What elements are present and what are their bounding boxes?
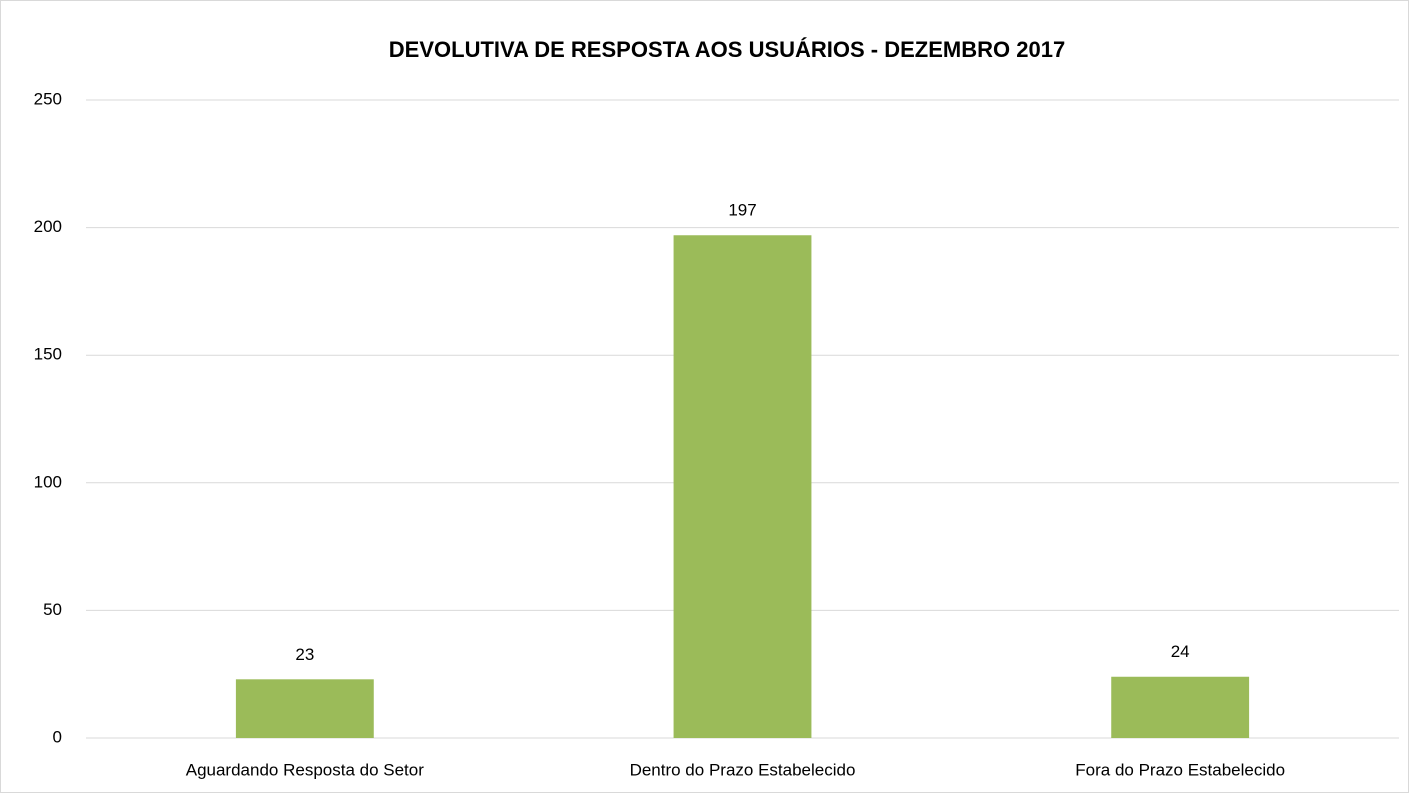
y-tick-label: 250 [34,89,62,108]
bar [673,235,812,739]
y-tick-label: 0 [53,727,62,746]
y-tick-label: 200 [34,217,62,236]
data-label: 23 [295,645,314,664]
bar [1111,676,1250,738]
data-label: 24 [1171,642,1190,661]
chart-title: DEVOLUTIVA DE RESPOSTA AOS USUÁRIOS - DE… [389,37,1065,62]
y-tick-label: 100 [34,472,62,491]
y-tick-label: 50 [43,600,62,619]
data-label: 197 [728,201,756,220]
x-tick-label: Aguardando Resposta do Setor [186,760,425,779]
x-tick-label: Dentro do Prazo Estabelecido [630,760,856,779]
bar [235,679,374,738]
y-tick-label: 150 [34,345,62,364]
x-tick-label: Fora do Prazo Estabelecido [1075,760,1285,779]
